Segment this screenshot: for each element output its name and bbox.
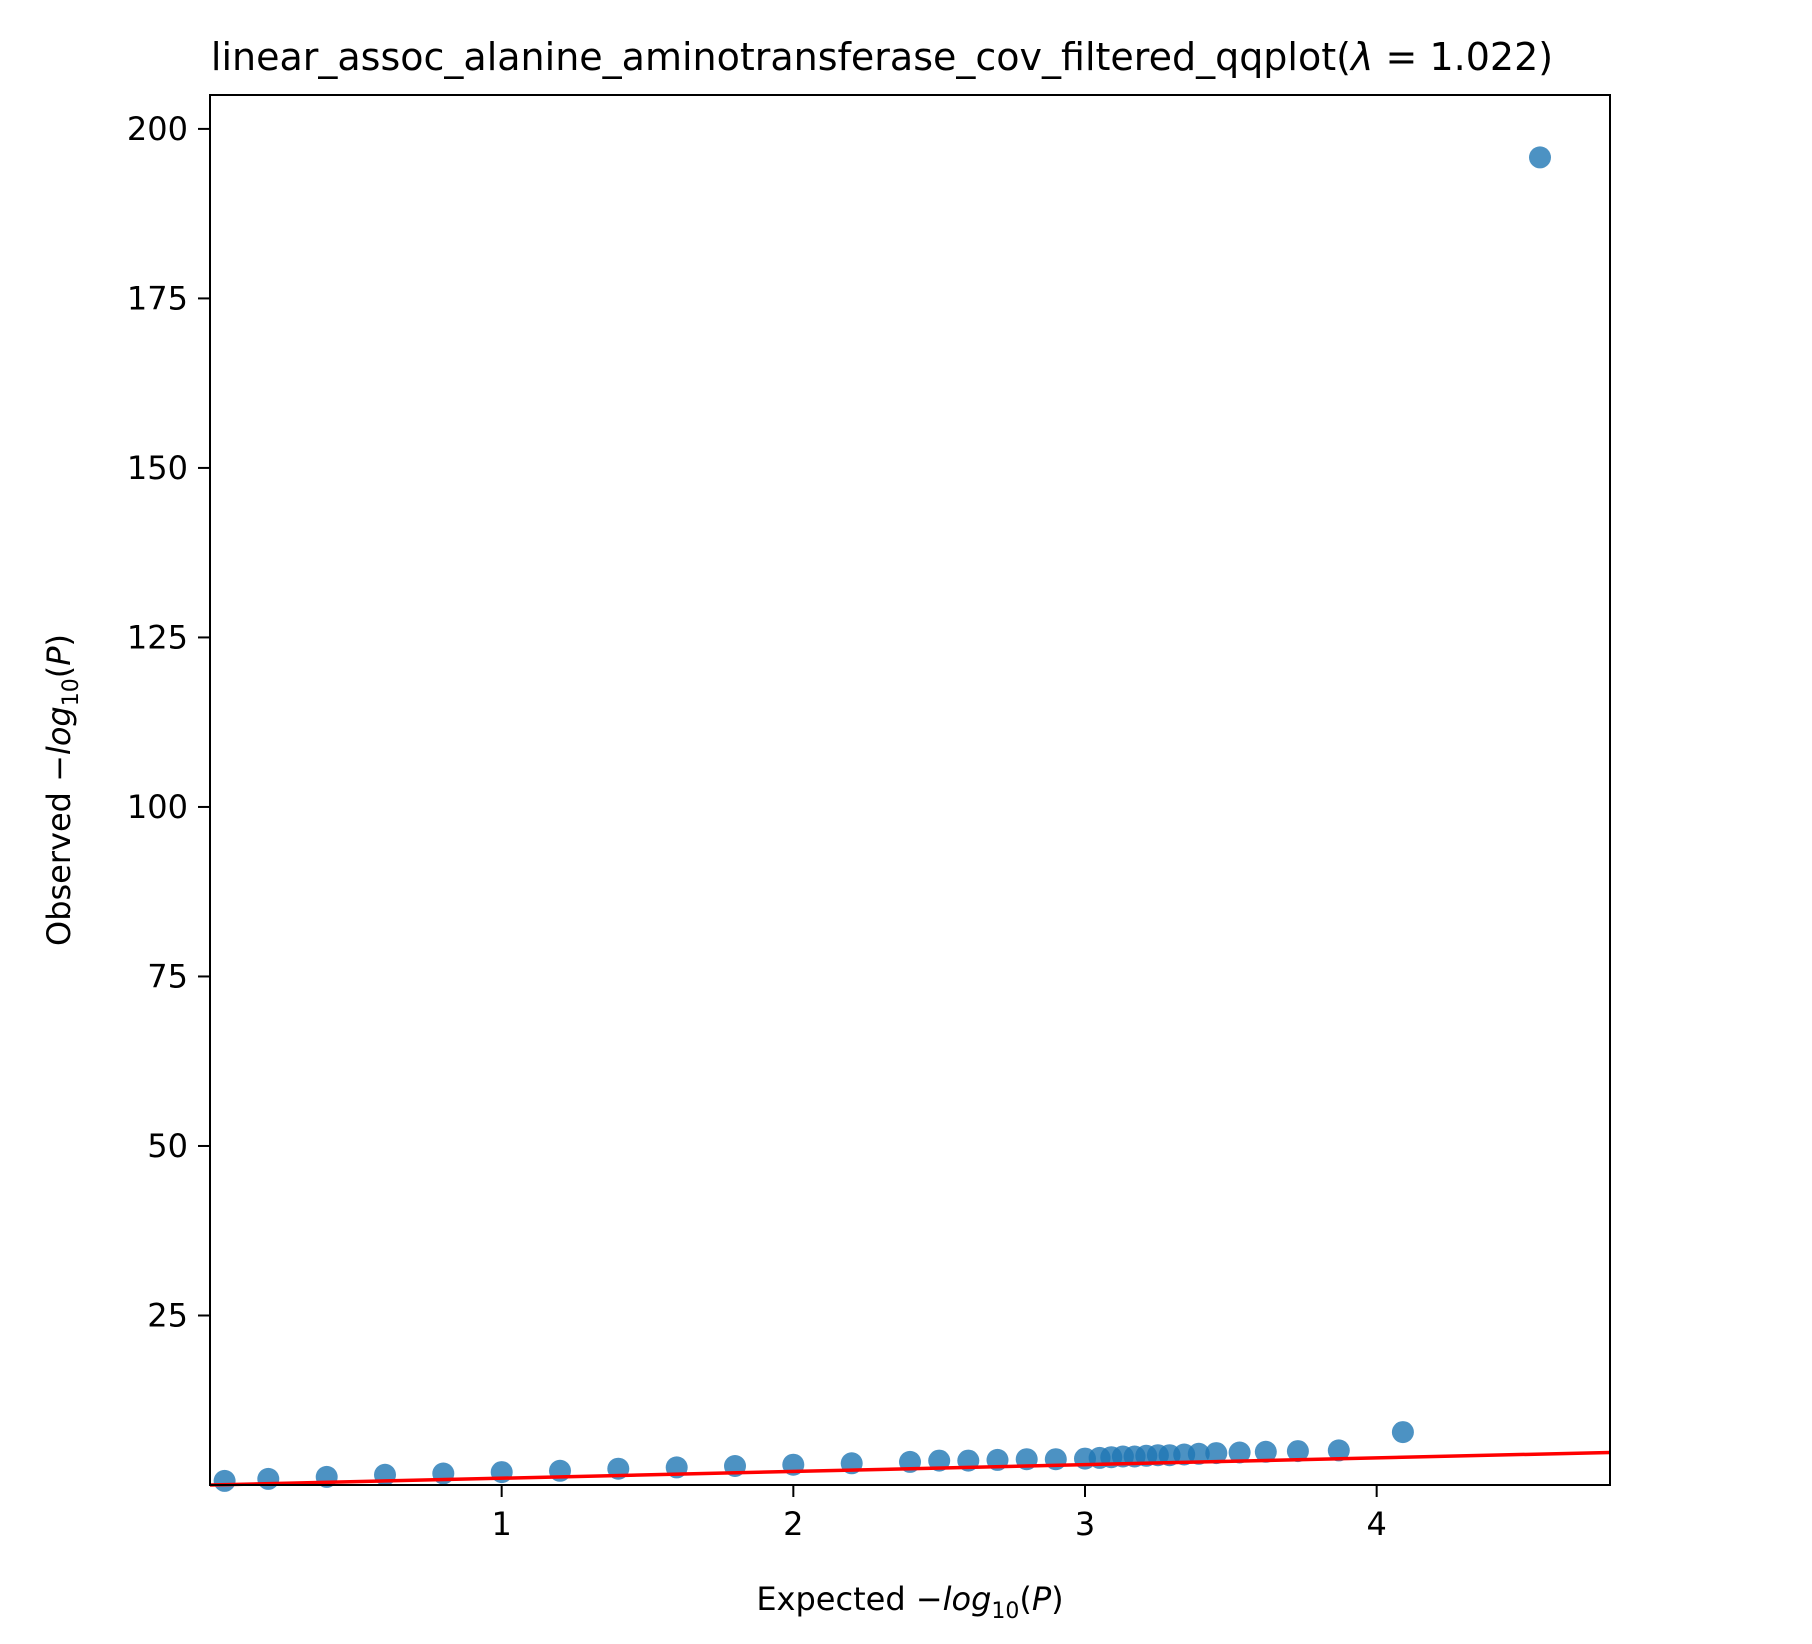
data-point xyxy=(1327,1439,1350,1462)
data-point xyxy=(1391,1421,1414,1444)
plot-frame xyxy=(209,94,1611,1486)
data-point xyxy=(1529,146,1551,169)
y-tick-label: 150 xyxy=(127,449,188,487)
y-axis-ticks: 25 50 75 100 125 150 175 200 xyxy=(127,110,210,1334)
data-point xyxy=(1286,1440,1309,1463)
data-point xyxy=(257,1467,280,1490)
reference-line xyxy=(209,1450,1611,1487)
data-point xyxy=(928,1449,951,1472)
data-point xyxy=(213,1469,236,1492)
y-axis-label: Observed −log10(P) xyxy=(40,634,84,946)
y-tick-label: 100 xyxy=(127,788,188,826)
x-axis-label: Expected −log10(P) xyxy=(756,1580,1063,1624)
data-point xyxy=(1205,1442,1228,1465)
y-tick-label: 175 xyxy=(127,279,188,317)
y-tick-label: 75 xyxy=(147,957,188,995)
data-point xyxy=(1187,1442,1210,1465)
x-tick-label: 3 xyxy=(1075,1505,1095,1543)
x-tick-label: 2 xyxy=(783,1505,803,1543)
x-tick-label: 1 xyxy=(491,1505,511,1543)
x-axis-ticks: 1 2 3 4 xyxy=(491,1485,1387,1543)
y-tick-label: 200 xyxy=(127,110,188,148)
y-tick-label: 50 xyxy=(147,1127,188,1165)
x-tick-label: 4 xyxy=(1366,1505,1386,1543)
data-point xyxy=(1254,1440,1277,1463)
chart-title: linear_assoc_alanine_aminotransferase_co… xyxy=(211,35,1553,79)
data-point xyxy=(1228,1441,1251,1464)
plot-area xyxy=(210,95,1610,1485)
y-tick-label: 125 xyxy=(127,618,188,656)
y-tick-label: 25 xyxy=(147,1296,188,1334)
